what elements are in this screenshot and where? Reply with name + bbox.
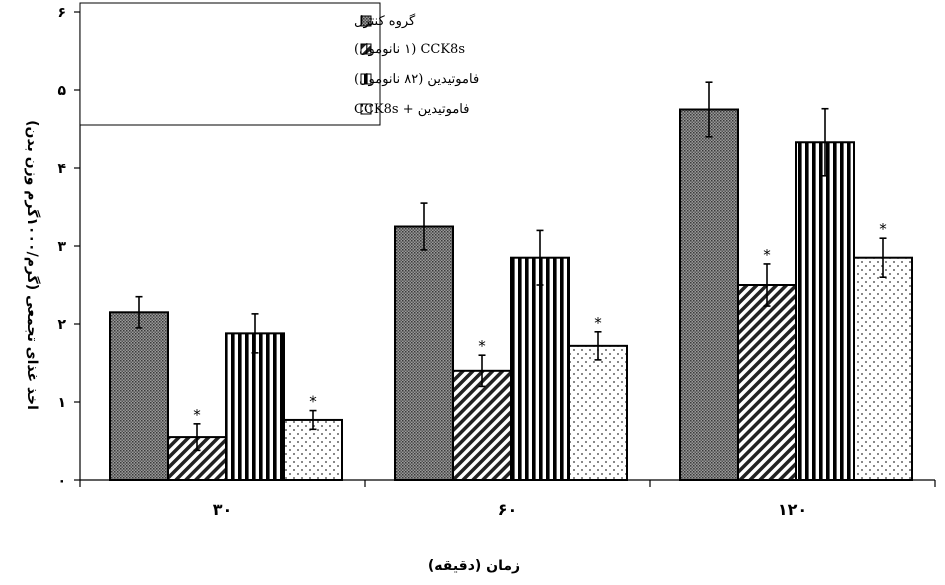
axes-layer: ۰ ۱ ۲ ۳ ۴ ۵ ۶ ۳۰ ۶۰ ۱۲۰ bbox=[57, 5, 936, 519]
bar-control-3 bbox=[679, 108, 739, 481]
legend-label-famotidine-cck8s: فاموتیدین + CCK8s bbox=[354, 102, 469, 117]
significance-marker: * bbox=[478, 337, 486, 355]
legend-label-control: گروه کنترل bbox=[354, 13, 416, 29]
significance-marker: * bbox=[594, 314, 602, 332]
y-axis-title: اخذ غذای تجمعی (گرم/۱۰۰۰گرم وزن بدن) bbox=[24, 120, 41, 410]
bar-famotidine-3 bbox=[795, 141, 855, 481]
y-tick-label: ۵ bbox=[57, 83, 66, 99]
legend-swatch-famotidine-cck8s bbox=[360, 103, 372, 115]
x-axis-title: زمان (دقیقه) bbox=[428, 558, 520, 574]
x-category-label: ۳۰ bbox=[213, 500, 233, 519]
bar-famotidine-1 bbox=[225, 332, 285, 481]
x-category-label: ۶۰ bbox=[498, 500, 518, 519]
y-tick-label: ۴ bbox=[57, 161, 66, 177]
significance-marker: * bbox=[879, 220, 887, 238]
significance-marker: * bbox=[309, 393, 317, 411]
x-category-label: ۱۲۰ bbox=[778, 500, 807, 519]
bars-layer: * * * * * * bbox=[109, 81, 913, 482]
bar-famotidine-2 bbox=[510, 256, 570, 482]
bar-control-1 bbox=[109, 311, 169, 481]
legend-box bbox=[79, 2, 381, 126]
y-tick-label: ۶ bbox=[57, 5, 66, 21]
y-tick-label: ۳ bbox=[57, 239, 66, 255]
bar-cck8s-3 bbox=[737, 284, 797, 481]
legend-swatch-famotidine bbox=[360, 73, 372, 85]
legend-label-famotidine: فاموتیدین (۸۲ نانومول) bbox=[354, 72, 479, 87]
legend-swatch-control bbox=[360, 15, 372, 27]
bar-famotidine-cck8s-2 bbox=[568, 344, 628, 481]
y-tick-label: ۱ bbox=[57, 395, 66, 411]
significance-marker: * bbox=[763, 246, 771, 264]
bar-cck8s-2 bbox=[452, 369, 512, 481]
legend-swatch-cck8s bbox=[360, 43, 372, 55]
significance-marker: * bbox=[193, 406, 201, 424]
bar-control-2 bbox=[394, 225, 454, 481]
legend: گروه کنترل CCK8s (۱ نانومول) فاموتیدین (… bbox=[79, 2, 479, 126]
bar-famotidine-cck8s-3 bbox=[853, 256, 913, 482]
legend-label-cck8s: CCK8s (۱ نانومول) bbox=[354, 42, 465, 57]
y-tick-label: ۲ bbox=[57, 317, 66, 333]
y-tick-label: ۰ bbox=[57, 473, 66, 489]
